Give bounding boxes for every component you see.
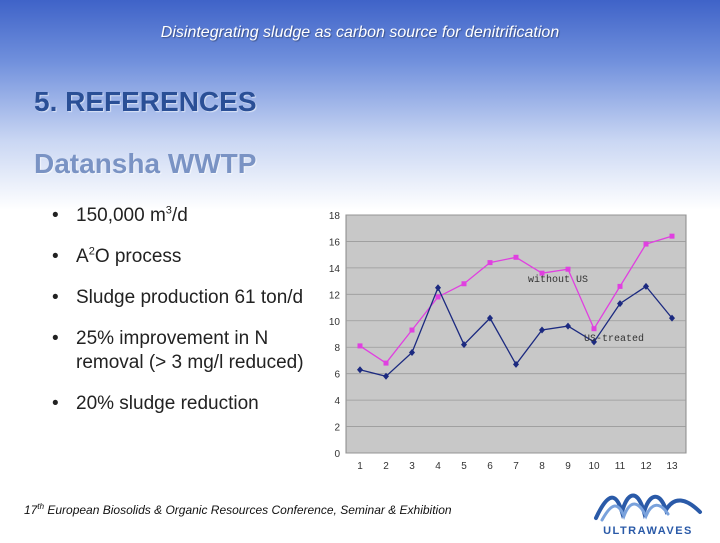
y-tick-label: 14 (329, 264, 341, 275)
x-tick-label: 11 (615, 461, 626, 472)
bullet-item: • 20% sludge reduction (46, 392, 306, 416)
x-tick-label: 5 (461, 461, 467, 472)
footer-ordinal-suffix: th (37, 502, 45, 511)
data-point (409, 327, 415, 333)
data-point (539, 326, 545, 334)
bullet-dot: • (52, 328, 59, 349)
data-point (357, 366, 363, 374)
x-tick-label: 1 (357, 461, 363, 472)
bullet-item: • Sludge production 61 ton/d (46, 286, 306, 310)
x-tick-label: 4 (435, 461, 441, 472)
data-point (461, 341, 467, 349)
bullet-list: • 150,000 m3/d • A2O process • Sludge product… (46, 204, 306, 433)
footer-text: European Biosolids & Organic Resources C… (44, 503, 452, 517)
x-tick-label: 8 (539, 461, 545, 472)
logo-text: ULTRAWAVES (603, 525, 693, 537)
data-point (643, 241, 649, 247)
y-tick-label: 6 (334, 370, 340, 381)
data-point (357, 343, 363, 349)
data-point (591, 338, 597, 346)
bullet-text: Sludge production 61 ton/d (76, 287, 304, 308)
plant-heading: Datansha WWTP (34, 148, 257, 179)
data-point (461, 281, 467, 287)
y-tick-label: 18 (329, 211, 341, 222)
x-tick-label: 12 (640, 461, 652, 472)
bullet-item: • A2O process (46, 245, 306, 269)
bullet-text-suffix: O process (94, 246, 182, 267)
data-point (487, 314, 493, 322)
data-point (669, 314, 675, 322)
data-point (617, 300, 623, 308)
plot-area (345, 214, 687, 454)
bullet-text: A (76, 246, 89, 267)
x-tick-label: 3 (409, 461, 415, 472)
wave-logo-icon: ULTRAWAVES (594, 493, 702, 537)
y-tick-label: 8 (334, 343, 340, 354)
bullet-item: • 150,000 m3/d (46, 204, 306, 228)
data-point (513, 360, 519, 368)
data-point (383, 360, 389, 366)
series-annotation: without US (528, 274, 588, 286)
y-tick-label: 16 (329, 237, 341, 248)
bullet-text: 25% improvement in N removal (> 3 mg/l r… (76, 328, 304, 373)
bullet-dot: • (52, 205, 59, 226)
data-point (513, 254, 519, 260)
data-point (643, 282, 649, 290)
ultrawaves-logo: ULTRAWAVES (588, 482, 708, 538)
y-tick-label: 12 (329, 290, 341, 301)
x-tick-label: 10 (588, 461, 600, 472)
section-heading: 5. REFERENCES (34, 86, 257, 117)
bullet-dot: • (52, 287, 59, 308)
x-tick-label: 6 (487, 461, 493, 472)
bullet-text: 150,000 m (76, 205, 166, 226)
x-tick-label: 2 (383, 461, 389, 472)
bullet-superscript: 2 (88, 245, 95, 258)
data-point (591, 326, 597, 332)
bullet-text-suffix: /d (171, 205, 188, 226)
chart: 0 2 4 6 8 10 12 14 16 18 1 2 3 4 5 6 7 8 9 10 11 12 13 without … (316, 205, 696, 475)
series-annotation: US-treated (584, 333, 644, 345)
footer-ordinal: 17 (24, 503, 38, 517)
y-tick-label: 0 (334, 449, 340, 460)
y-tick-label: 10 (329, 317, 341, 328)
x-tick-label: 9 (565, 461, 571, 472)
bullet-text: 20% sludge reduction (76, 393, 259, 414)
data-point (617, 283, 623, 289)
presentation-title: Disintegrating sludge as carbon source f… (160, 24, 560, 41)
data-point (565, 266, 571, 272)
data-point (487, 260, 493, 266)
data-point (435, 294, 441, 300)
y-tick-label: 2 (334, 423, 340, 434)
y-tick-label: 4 (334, 396, 340, 407)
bullet-dot: • (52, 393, 59, 414)
data-point (565, 322, 571, 330)
data-point (435, 284, 441, 292)
data-point (539, 270, 545, 276)
bullet-superscript: 3 (165, 204, 172, 217)
data-point (383, 372, 389, 380)
data-point (669, 233, 675, 239)
data-point (409, 349, 415, 357)
x-tick-label: 7 (513, 461, 519, 472)
x-tick-label: 13 (666, 461, 678, 472)
conference-footer: 17th European Biosolids & Organic Resour… (24, 502, 452, 517)
bullet-dot: • (52, 246, 59, 267)
bullet-item: • 25% improvement in N removal (> 3 mg/l … (46, 327, 306, 375)
